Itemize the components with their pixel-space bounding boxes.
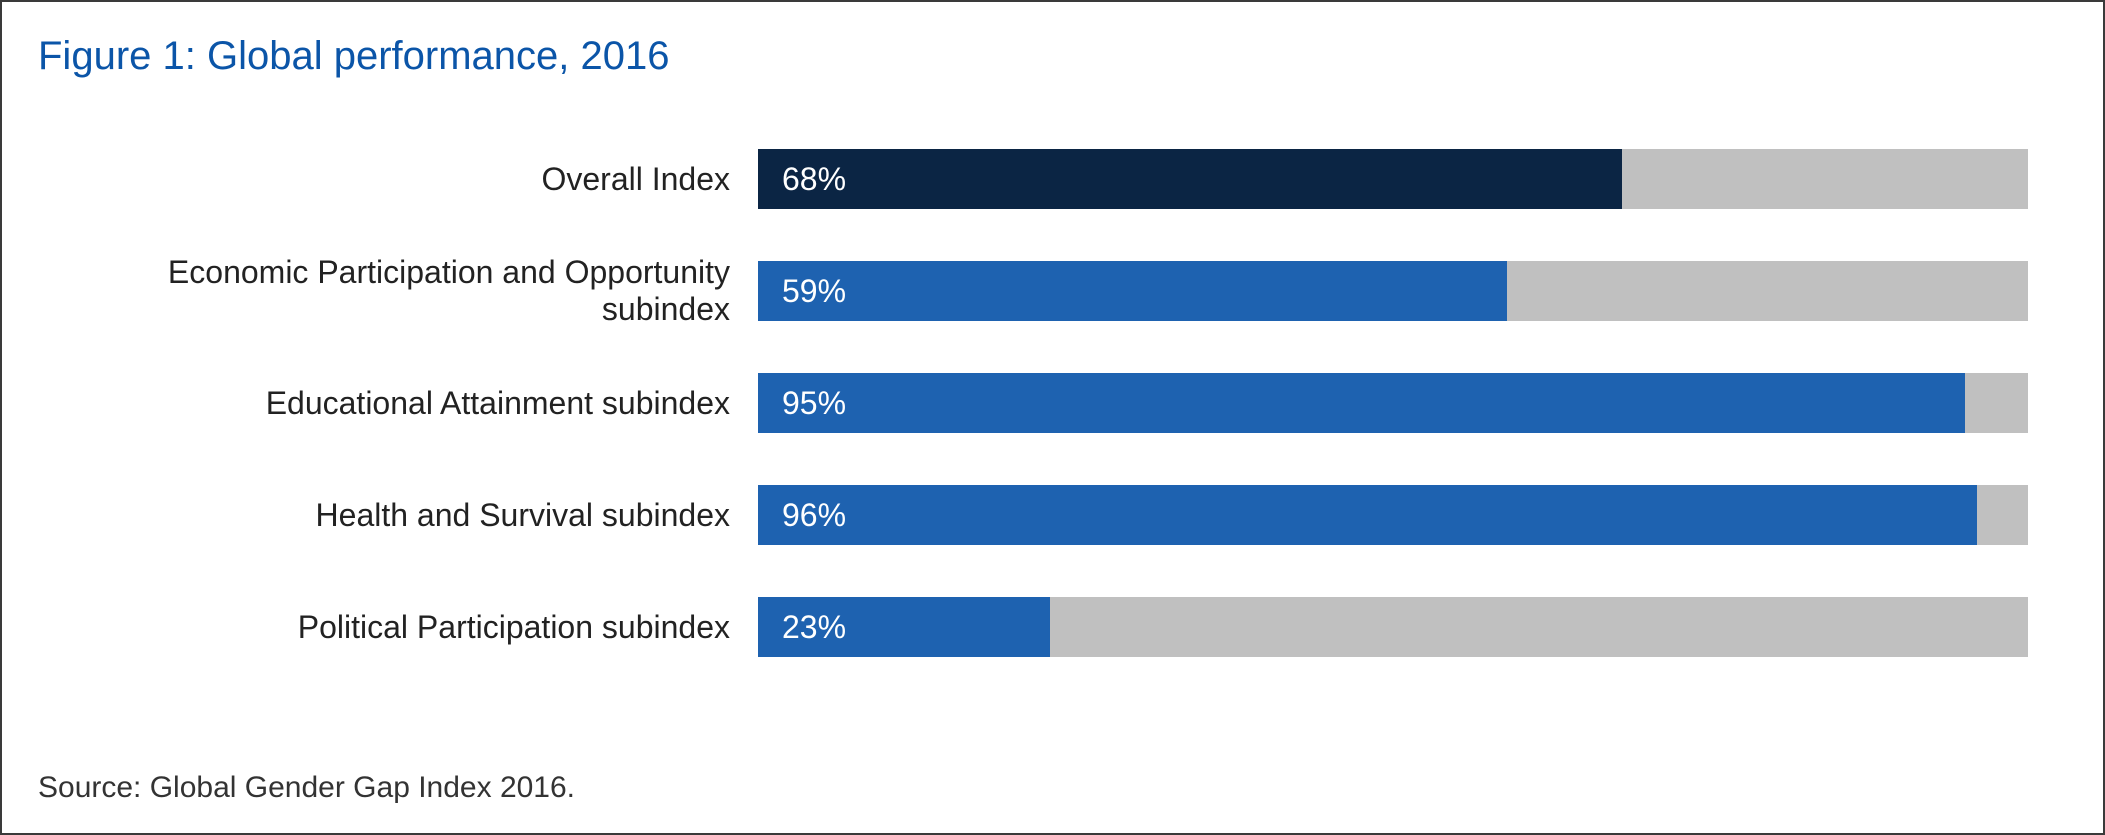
bar-track: 59% <box>758 261 2028 321</box>
bar-label: Overall Index <box>38 161 758 198</box>
bar-track: 68% <box>758 149 2028 209</box>
bar-track: 95% <box>758 373 2028 433</box>
bar-fill: 59% <box>758 261 1507 321</box>
bar-value-label: 59% <box>758 273 846 310</box>
bar-fill: 68% <box>758 149 1622 209</box>
bar-track: 23% <box>758 597 2028 657</box>
bar-row: Health and Survival subindex96% <box>38 485 2067 545</box>
bar-fill: 23% <box>758 597 1050 657</box>
bar-label: Political Participation subindex <box>38 609 758 646</box>
bar-label: Health and Survival subindex <box>38 497 758 534</box>
bar-value-label: 23% <box>758 609 846 646</box>
figure-source: Source: Global Gender Gap Index 2016. <box>38 771 575 805</box>
bar-value-label: 95% <box>758 385 846 422</box>
figure-title: Figure 1: Global performance, 2016 <box>38 34 2067 79</box>
bar-row: Overall Index68% <box>38 149 2067 209</box>
figure-container: Figure 1: Global performance, 2016 Overa… <box>0 0 2105 835</box>
bar-label: Educational Attainment subindex <box>38 385 758 422</box>
bar-fill: 95% <box>758 373 1965 433</box>
bar-fill: 96% <box>758 485 1977 545</box>
bar-row: Political Participation subindex23% <box>38 597 2067 657</box>
bar-row: Economic Participation and Opportunity s… <box>38 261 2067 321</box>
bar-row: Educational Attainment subindex95% <box>38 373 2067 433</box>
bar-chart: Overall Index68% Economic Participation a… <box>38 149 2067 657</box>
bar-value-label: 68% <box>758 161 846 198</box>
bar-track: 96% <box>758 485 2028 545</box>
bar-label: Economic Participation and Opportunity s… <box>38 254 758 328</box>
bar-value-label: 96% <box>758 497 846 534</box>
